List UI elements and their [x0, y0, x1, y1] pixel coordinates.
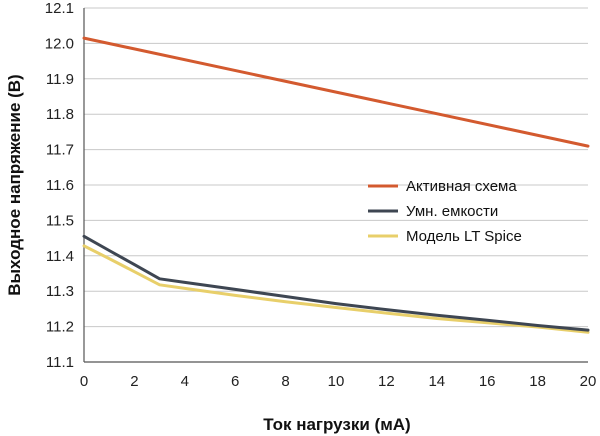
y-tick-label: 12.0	[45, 35, 74, 52]
series-line	[82, 244, 590, 334]
y-tick-label: 11.9	[46, 71, 74, 88]
x-tick-label: 0	[80, 373, 88, 390]
y-tick-label: 11.6	[46, 177, 74, 194]
x-tick-label: 4	[181, 373, 189, 390]
y-tick-label: 12.1	[45, 0, 74, 17]
x-tick-label: 6	[231, 373, 239, 390]
y-tick-label: 11.7	[46, 142, 74, 159]
x-tick-label: 14	[428, 373, 445, 390]
x-axis-label: Ток нагрузки (мА)	[263, 415, 410, 434]
x-tick-label: 10	[328, 373, 345, 390]
legend: Активная схема Умн. емкости Модель LT Spic…	[368, 178, 522, 245]
y-axis-label: Выходное напряжение (В)	[5, 74, 24, 295]
tick-labels: 11.1 11.2 11.3 11.4 11.5 11.6 11.7 11.8 11.9 12.0…	[45, 0, 597, 390]
axes	[83, 8, 588, 363]
legend-label: Умн. емкости	[406, 203, 498, 220]
x-tick-label: 16	[479, 373, 496, 390]
y-tick-label: 11.4	[46, 248, 74, 265]
legend-label: Активная схема	[406, 178, 517, 195]
y-tick-label: 11.5	[46, 212, 74, 229]
y-tick-label: 11.8	[46, 106, 74, 123]
x-tick-label: 8	[281, 373, 289, 390]
y-tick-label: 11.2	[46, 319, 74, 336]
x-tick-label: 18	[529, 373, 546, 390]
x-tick-label: 2	[130, 373, 138, 390]
legend-label: Модель LT Spice	[406, 228, 522, 245]
series-line	[82, 36, 590, 148]
x-tick-label: 20	[580, 373, 597, 390]
y-tick-label: 11.1	[46, 354, 74, 371]
x-tick-label: 12	[378, 373, 395, 390]
y-tick-label: 11.3	[46, 283, 74, 300]
series-lines	[82, 36, 590, 334]
series-line	[82, 234, 590, 332]
grid-lines	[84, 7, 588, 363]
